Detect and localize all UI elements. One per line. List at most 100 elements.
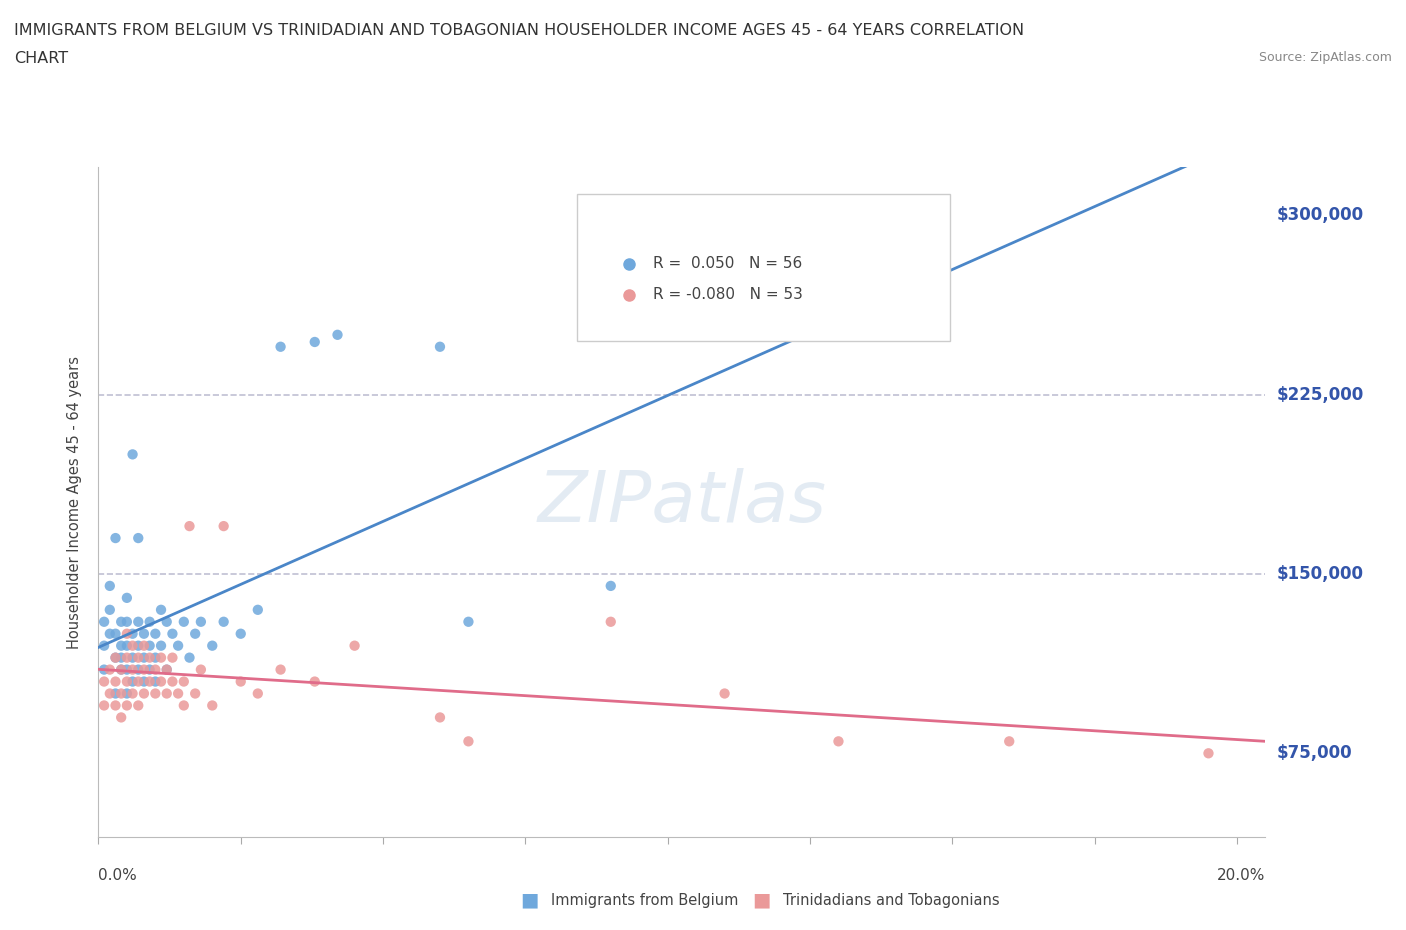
Text: ■: ■ <box>752 891 770 910</box>
Point <box>110 686 132 701</box>
Point <box>115 686 138 701</box>
Point <box>121 650 143 665</box>
Point <box>115 626 138 641</box>
Point <box>110 638 132 653</box>
Point <box>127 662 149 677</box>
Text: $75,000: $75,000 <box>1277 744 1353 763</box>
Point <box>998 734 1021 749</box>
Point <box>115 650 138 665</box>
Point <box>98 662 121 677</box>
Point <box>104 650 127 665</box>
Point <box>156 686 179 701</box>
Point <box>121 447 143 462</box>
Point <box>104 531 127 546</box>
Text: IMMIGRANTS FROM BELGIUM VS TRINIDADIAN AND TOBAGONIAN HOUSEHOLDER INCOME AGES 45: IMMIGRANTS FROM BELGIUM VS TRINIDADIAN A… <box>14 23 1024 38</box>
Point <box>98 578 121 593</box>
Text: $150,000: $150,000 <box>1277 565 1364 583</box>
Point <box>110 662 132 677</box>
Point <box>179 519 201 534</box>
Point <box>132 662 155 677</box>
Point <box>167 686 190 701</box>
Point <box>827 734 849 749</box>
Point <box>115 638 138 653</box>
Point <box>304 674 326 689</box>
Point <box>127 674 149 689</box>
Point <box>599 615 621 630</box>
Point <box>121 662 143 677</box>
Point <box>93 615 115 630</box>
Point <box>713 686 735 701</box>
Point <box>138 674 160 689</box>
Point <box>212 615 235 630</box>
Text: CHART: CHART <box>14 51 67 66</box>
Point <box>150 674 173 689</box>
Point <box>104 626 127 641</box>
Point <box>110 650 132 665</box>
Point <box>599 578 621 593</box>
Point <box>143 686 166 701</box>
Point <box>429 710 451 724</box>
Point <box>93 662 115 677</box>
Point <box>143 626 166 641</box>
Point <box>104 674 127 689</box>
Point <box>98 686 121 701</box>
Point <box>138 662 160 677</box>
Point <box>110 662 132 677</box>
Point <box>110 615 132 630</box>
Point <box>93 638 115 653</box>
Point <box>150 638 173 653</box>
Point <box>1198 746 1220 761</box>
Text: $300,000: $300,000 <box>1277 206 1364 224</box>
Point <box>115 591 138 605</box>
Point <box>98 626 121 641</box>
Point <box>162 674 184 689</box>
Point <box>110 710 132 724</box>
Point <box>150 650 173 665</box>
Point <box>173 615 195 630</box>
Point <box>115 698 138 713</box>
Point <box>127 650 149 665</box>
Y-axis label: Householder Income Ages 45 - 64 years: Householder Income Ages 45 - 64 years <box>67 355 83 649</box>
Point <box>229 626 252 641</box>
Point <box>343 638 366 653</box>
Point <box>138 615 160 630</box>
Text: ■: ■ <box>520 891 538 910</box>
Point <box>190 615 212 630</box>
Point <box>104 686 127 701</box>
Text: 20.0%: 20.0% <box>1218 868 1265 883</box>
Point <box>127 698 149 713</box>
Text: R =  0.050   N = 56: R = 0.050 N = 56 <box>652 257 801 272</box>
Point <box>229 674 252 689</box>
Point <box>98 603 121 618</box>
Point <box>184 686 207 701</box>
Point <box>121 626 143 641</box>
Point <box>93 698 115 713</box>
Point <box>150 603 173 618</box>
Point <box>104 698 127 713</box>
Point <box>127 638 149 653</box>
Text: R = -0.080   N = 53: R = -0.080 N = 53 <box>652 287 803 302</box>
Point <box>132 638 155 653</box>
Point <box>156 615 179 630</box>
Point <box>304 335 326 350</box>
Point <box>121 674 143 689</box>
Point <box>167 638 190 653</box>
Point <box>156 662 179 677</box>
Point <box>179 650 201 665</box>
Point <box>143 650 166 665</box>
Point <box>270 662 292 677</box>
Point <box>173 674 195 689</box>
Point <box>162 650 184 665</box>
Point <box>156 662 179 677</box>
Point <box>93 674 115 689</box>
Point <box>212 519 235 534</box>
Point <box>201 638 224 653</box>
Point <box>115 662 138 677</box>
FancyBboxPatch shape <box>576 194 950 341</box>
Point <box>184 626 207 641</box>
Point <box>132 650 155 665</box>
Point <box>132 686 155 701</box>
Point <box>457 615 479 630</box>
Point <box>127 531 149 546</box>
Text: Source: ZipAtlas.com: Source: ZipAtlas.com <box>1258 51 1392 64</box>
